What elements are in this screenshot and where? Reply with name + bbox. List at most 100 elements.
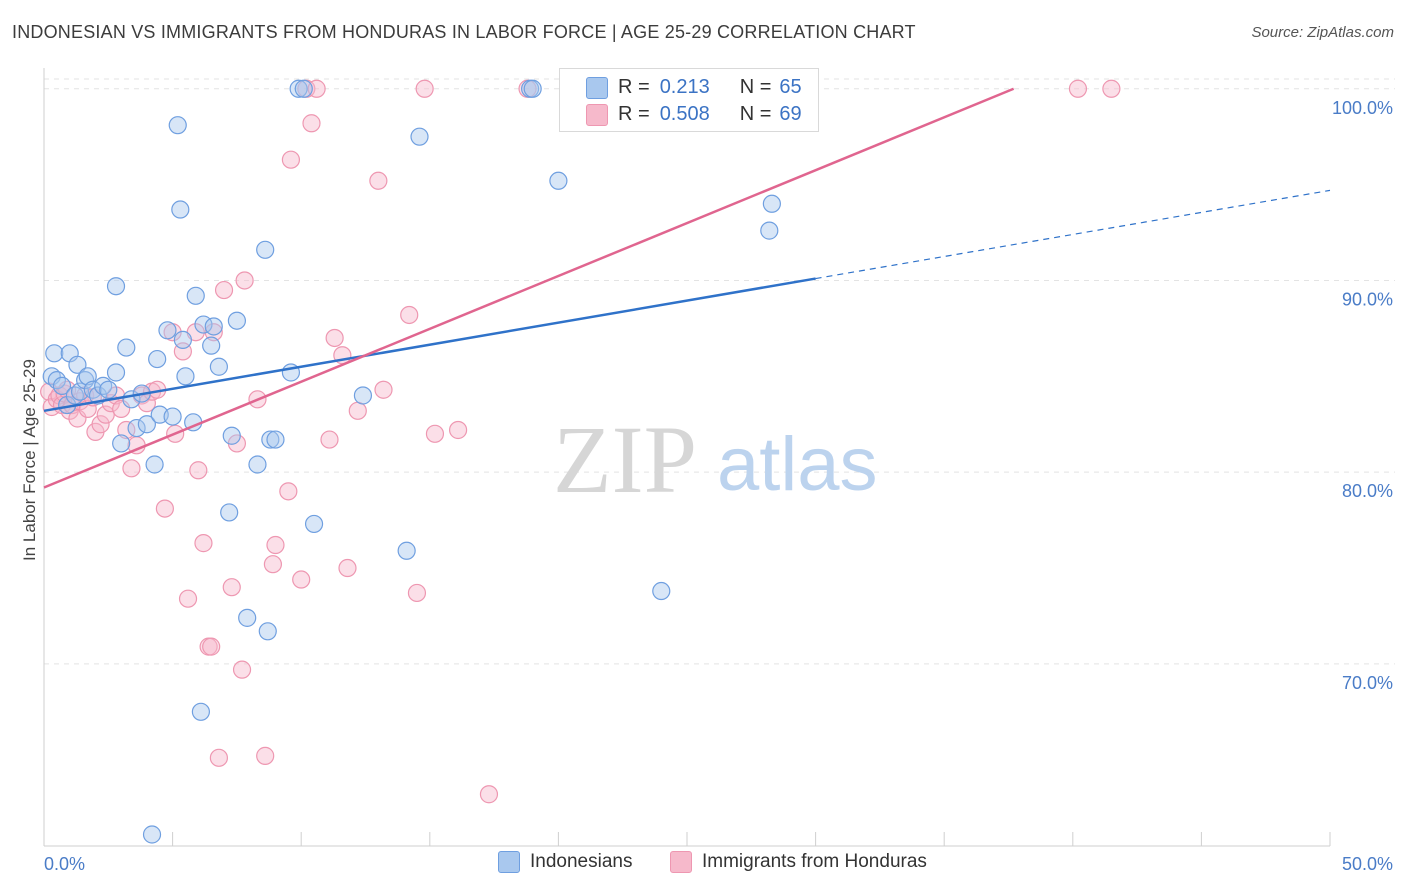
indonesians-point (106, 363, 126, 382)
watermark: ZIP atlas (553, 406, 878, 513)
indonesians-point (294, 79, 313, 98)
series-indonesians-points (42, 79, 781, 844)
indonesians-point (148, 349, 167, 369)
honduras-point (178, 589, 198, 608)
y-tick-labels: 70.0% 80.0% 90.0% 100.0% (1332, 98, 1393, 693)
indonesians-point (158, 321, 177, 340)
legend-n-label: N = (739, 102, 772, 125)
source-label: Source: ZipAtlas.com (1251, 24, 1394, 41)
honduras-point (263, 555, 283, 574)
indonesians-point (248, 455, 267, 474)
y-tick-label: 70.0% (1342, 673, 1393, 693)
legend-item-indonesians[interactable]: Indonesians (498, 851, 632, 873)
indonesians-point (186, 286, 205, 305)
legend-n-value: 69 (779, 102, 802, 125)
honduras-point (320, 430, 339, 449)
indonesians-point (258, 622, 277, 641)
legend-label: Immigrants from Honduras (702, 851, 927, 872)
indonesians-point (762, 194, 781, 213)
honduras-point (122, 459, 141, 478)
honduras-point (307, 79, 326, 98)
indonesians-point (117, 338, 136, 357)
honduras-point (194, 534, 213, 553)
legend-row-honduras: R = 0.508 N = 69 (618, 102, 802, 126)
honduras-point (302, 114, 321, 133)
honduras-trendline (43, 87, 1015, 489)
indonesians-trendline (43, 277, 816, 413)
y-tick-label: 80.0% (1342, 481, 1393, 501)
indonesians-point (266, 430, 285, 449)
legend-r-label: R = (618, 75, 650, 98)
indonesians-point (47, 371, 66, 390)
indonesians-point (238, 608, 257, 627)
indonesians-point (78, 367, 97, 386)
indonesians-point (137, 415, 156, 434)
indonesians-point (171, 200, 190, 219)
x-tick-labels: 0.0% 50.0% (44, 854, 1393, 874)
honduras-point (281, 150, 301, 169)
honduras-point (91, 415, 110, 434)
legend-n-value: 65 (779, 75, 802, 98)
indonesians-point (142, 825, 162, 844)
indonesians-point (191, 702, 210, 721)
indonesians-point (52, 376, 72, 396)
honduras-point (209, 748, 228, 767)
indonesians-point (176, 367, 195, 386)
indonesians-point (760, 221, 779, 240)
honduras-point (222, 578, 241, 597)
indonesians-point (99, 380, 118, 399)
indonesians-point (45, 344, 64, 363)
honduras-point (407, 583, 427, 603)
gridlines (44, 78, 1395, 665)
honduras-point (256, 746, 275, 765)
honduras-point (204, 323, 223, 342)
honduras-point (400, 305, 419, 325)
indonesians-point (202, 336, 221, 355)
indonesians-point (289, 79, 308, 98)
indonesians-point (353, 386, 373, 405)
honduras-point (348, 401, 367, 420)
indonesians-point (256, 240, 275, 259)
legend-r-value: 0.508 (659, 102, 710, 125)
indonesians-point (68, 355, 87, 374)
y-tick-label: 100.0% (1332, 98, 1393, 118)
honduras-point (374, 380, 393, 399)
indonesians-point (145, 455, 164, 474)
indonesians-point (173, 330, 192, 349)
honduras-point (479, 785, 499, 804)
indonesians-trendline-extension (815, 189, 1331, 280)
y-tick-label: 90.0% (1342, 289, 1393, 309)
indonesians-point (163, 407, 182, 426)
honduras-point (448, 420, 468, 440)
indonesians-point (127, 418, 146, 438)
honduras-point (1068, 79, 1088, 98)
indonesians-point (112, 434, 131, 453)
honduras-point (279, 482, 298, 501)
honduras-point (369, 171, 388, 190)
honduras-point (235, 271, 254, 290)
series-legend: Indonesians Immigrants from Honduras (0, 851, 1406, 877)
legend-swatch-pink (670, 851, 692, 873)
y-axis-label: In Labor Force | Age 25-29 (20, 359, 39, 561)
honduras-point (155, 499, 174, 518)
indonesians-point (227, 311, 246, 330)
honduras-point (266, 535, 285, 555)
indonesians-point (204, 317, 223, 336)
honduras-point (232, 660, 252, 679)
x-tick-label: 50.0% (1342, 854, 1393, 874)
legend-item-honduras[interactable]: Immigrants from Honduras (670, 851, 927, 873)
correlation-legend: R = 0.213 N = 65 R = 0.508 N = 69 (559, 68, 819, 132)
axes (43, 68, 1331, 847)
indonesians-point (523, 79, 542, 98)
indonesians-point (652, 581, 671, 601)
indonesians-point (220, 503, 239, 522)
honduras-point (214, 280, 234, 300)
watermark-atlas: atlas (717, 422, 878, 507)
indonesians-point (106, 277, 126, 296)
indonesians-point (410, 127, 429, 146)
indonesians-point (168, 116, 187, 135)
indonesians-point (397, 541, 416, 560)
legend-r-label: R = (618, 102, 650, 125)
honduras-point (325, 328, 344, 348)
